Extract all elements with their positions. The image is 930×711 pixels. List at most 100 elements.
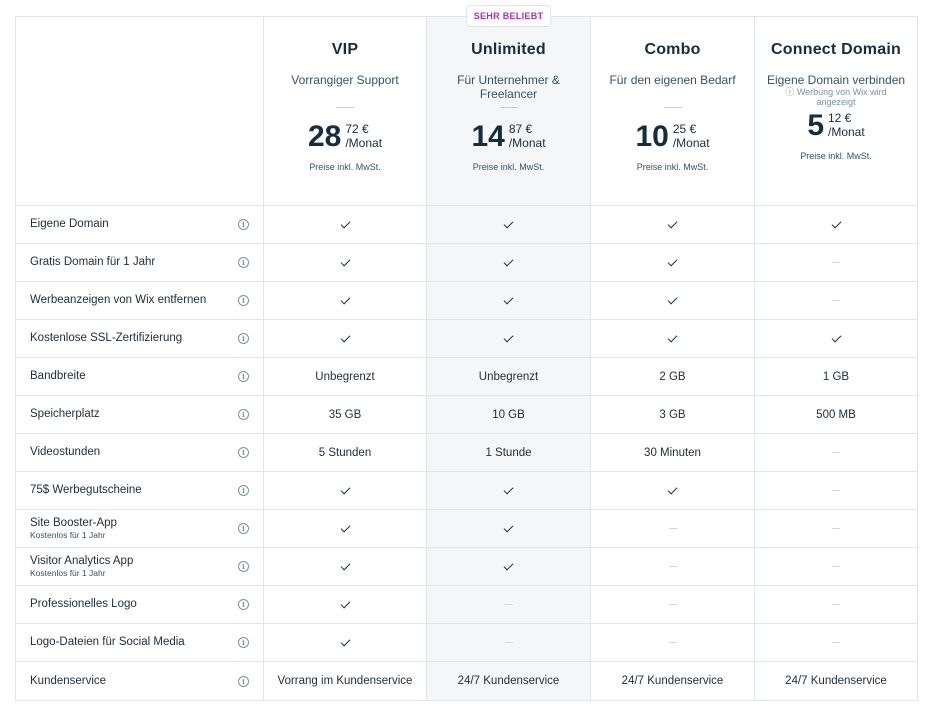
plan-price: 5 12 € /Monat [755, 111, 917, 147]
plan-combo: Combo Für den eigenen Bedarf 10 25 € /Mo… [590, 17, 754, 205]
feature-cell: Gratis Domain für 1 Jahr i [16, 244, 263, 281]
header-empty-cell [16, 17, 263, 205]
value-connect-domain: 1 GB [754, 358, 917, 395]
price-vat-note: Preise inkl. MwSt. [472, 162, 545, 172]
dash-icon [590, 586, 754, 623]
table-row: Professionelles Logo i [16, 586, 917, 624]
value-unlimited: Unbegrenzt [426, 358, 590, 395]
feature-label: 75$ Werbegutscheine [30, 484, 142, 496]
checkmark-icon [263, 624, 426, 661]
checkmark-icon [263, 472, 426, 509]
plan-name: Unlimited [471, 41, 546, 58]
price-whole: 5 [807, 109, 824, 142]
price-cents: 72 € [345, 122, 369, 136]
value-unlimited: 10 GB [426, 396, 590, 433]
value-connect-domain: 24/7 Kundenservice [754, 662, 917, 700]
plan-name: Combo [644, 41, 701, 58]
feature-rows: Eigene Domain i Gratis Domain für 1 Jahr i W… [16, 206, 917, 700]
checkmark-icon [590, 320, 754, 357]
info-icon[interactable]: i [238, 599, 249, 610]
price-period: /Monat [508, 136, 546, 150]
dash-icon [754, 282, 917, 319]
divider [499, 107, 518, 108]
plan-connect-domain: Connect Domain Eigene Domain verbinden ⓘ… [754, 17, 917, 205]
feature-label: Bandbreite [30, 370, 86, 382]
price-cents: 12 € [828, 111, 852, 125]
plan-tagline: Eigene Domain verbinden [766, 73, 906, 87]
dash-icon [754, 244, 917, 281]
dash-icon [590, 624, 754, 661]
table-row: Visitor Analytics App Kostenlos für 1 Jah… [16, 548, 917, 586]
price-period: /Monat [828, 125, 865, 139]
dash-icon [754, 510, 917, 547]
feature-cell: 75$ Werbegutscheine i [16, 472, 263, 509]
value-combo: 3 GB [590, 396, 754, 433]
plan-name: VIP [331, 41, 359, 58]
feature-cell: Professionelles Logo i [16, 586, 263, 623]
divider [663, 107, 682, 108]
table-row: Site Booster-App Kostenlos für 1 Jahr i [16, 510, 917, 548]
feature-label: Gratis Domain für 1 Jahr [30, 256, 156, 268]
feature-cell: Kundenservice i [16, 662, 263, 700]
plan-unlimited: SEHR BELIEBT Unlimited Für Unternehmer &… [426, 5, 590, 205]
value-combo: 2 GB [590, 358, 754, 395]
info-icon[interactable]: i [238, 523, 249, 534]
info-icon[interactable]: i [238, 333, 249, 344]
checkmark-icon [426, 510, 590, 547]
value-vip: Vorrang im Kundenservice [263, 662, 426, 700]
dash-icon [426, 624, 590, 661]
feature-label: Kundenservice [30, 674, 107, 687]
dash-icon [754, 434, 917, 471]
table-row: Eigene Domain i [16, 206, 917, 244]
dash-icon [754, 472, 917, 509]
checkmark-icon [426, 320, 590, 357]
price-whole: 14 [471, 120, 505, 153]
checkmark-icon [263, 548, 426, 585]
info-icon[interactable]: i [238, 409, 249, 420]
plan-tagline: Vorrangiger Support [291, 73, 399, 87]
plan-tagline: Für Unternehmer & Freelancer [457, 73, 560, 101]
checkmark-icon [590, 206, 754, 243]
value-unlimited: 24/7 Kundenservice [426, 662, 590, 700]
plan-price: 14 87 € /Monat [427, 122, 590, 158]
popular-badge: SEHR BELIEBT [465, 5, 552, 27]
dash-icon [754, 624, 917, 661]
info-icon[interactable]: i [238, 561, 249, 572]
checkmark-icon [263, 510, 426, 547]
checkmark-icon [426, 548, 590, 585]
feature-label: Logo-Dateien für Social Media [30, 636, 185, 648]
info-icon[interactable]: i [238, 257, 249, 268]
info-icon[interactable]: i [238, 637, 249, 648]
feature-cell: Logo-Dateien für Social Media i [16, 624, 263, 661]
feature-cell: Kostenlose SSL-Zertifizierung i [16, 320, 263, 357]
checkmark-icon [754, 320, 917, 357]
table-row: Kostenlose SSL-Zertifizierung i [16, 320, 917, 358]
value-connect-domain: 500 MB [754, 396, 917, 433]
divider [336, 107, 354, 108]
table-row: Speicherplatz i 35 GB 10 GB 3 GB 500 MB [16, 396, 917, 434]
value-combo: 30 Minuten [590, 434, 754, 471]
plan-vip: VIP Vorrangiger Support 28 72 € /Monat P… [263, 17, 426, 205]
checkmark-icon [263, 244, 426, 281]
feature-label: Videostunden [30, 446, 101, 458]
table-row: 75$ Werbegutscheine i [16, 472, 917, 510]
pricing-comparison-table: VIP Vorrangiger Support 28 72 € /Monat P… [15, 5, 918, 701]
info-icon[interactable]: i [238, 485, 249, 496]
table-row: Logo-Dateien für Social Media i [16, 624, 917, 662]
dash-icon [754, 586, 917, 623]
info-icon[interactable]: i [238, 371, 249, 382]
info-icon[interactable]: i [238, 447, 249, 458]
feature-sublabel: Kostenlos für 1 Jahr [30, 530, 106, 540]
value-combo: 24/7 Kundenservice [590, 662, 754, 700]
feature-label: Visitor Analytics App [30, 555, 134, 567]
value-vip: 5 Stunden [263, 434, 426, 471]
plan-tagline: Für den eigenen Bedarf [609, 73, 736, 87]
info-icon[interactable]: i [238, 295, 249, 306]
info-icon[interactable]: i [238, 675, 249, 687]
table-row: Gratis Domain für 1 Jahr i [16, 244, 917, 282]
info-icon[interactable]: i [238, 219, 249, 230]
feature-label: Eigene Domain [30, 218, 109, 230]
feature-cell: Eigene Domain i [16, 206, 263, 243]
feature-cell: Bandbreite i [16, 358, 263, 395]
feature-cell: Werbeanzeigen von Wix entfernen i [16, 282, 263, 319]
